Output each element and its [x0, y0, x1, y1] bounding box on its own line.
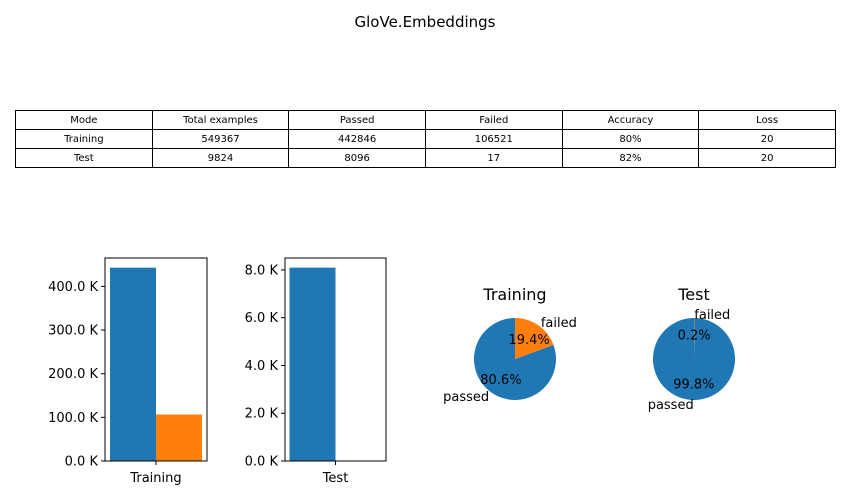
pie-pct-label: 19.4% — [508, 333, 549, 348]
table-cell: 20 — [698, 148, 836, 168]
y-tick-label: 0.0 K — [245, 455, 279, 470]
pie-slice — [515, 318, 554, 359]
pie-label: passed — [648, 398, 694, 413]
y-tick-label: 2.0 K — [245, 407, 279, 422]
pie-pct-label: 99.8% — [673, 378, 714, 393]
x-tick-label: Test — [322, 471, 349, 486]
pie-label: passed — [443, 390, 489, 405]
pie-title: Test — [677, 285, 710, 304]
pie-slice — [694, 318, 695, 359]
y-tick-label: 400.0 K — [48, 280, 98, 295]
y-tick-label: 0.0 K — [65, 455, 99, 470]
x-tick-label: Training — [129, 471, 181, 486]
bar — [110, 267, 156, 461]
figure-title: GloVe.Embeddings — [354, 13, 496, 31]
y-tick-label: 8.0 K — [245, 263, 279, 278]
pie-title: Training — [482, 285, 546, 304]
pie-label: failed — [541, 316, 577, 331]
y-tick-label: 300.0 K — [48, 324, 98, 339]
pie-pct-label: 0.2% — [678, 328, 711, 343]
y-tick-label: 6.0 K — [245, 311, 279, 326]
pie-slice — [653, 318, 736, 400]
results-table: Mode Total examples Passed Failed Accura… — [15, 110, 836, 168]
y-tick-label: 4.0 K — [245, 359, 279, 374]
bar — [289, 267, 336, 461]
table-row: Training 549367 442846 106521 80% 20 — [15, 129, 836, 149]
table-cell: 8096 — [288, 148, 426, 168]
pie-label: failed — [694, 308, 730, 323]
table-cell: 9824 — [151, 148, 290, 168]
bar — [156, 414, 202, 461]
y-tick-label: 200.0 K — [48, 367, 98, 382]
pie-pct-label: 80.6% — [480, 373, 521, 388]
y-tick-label: 100.0 K — [48, 411, 98, 426]
table-row: Test 9824 8096 17 82% 20 — [15, 148, 836, 168]
